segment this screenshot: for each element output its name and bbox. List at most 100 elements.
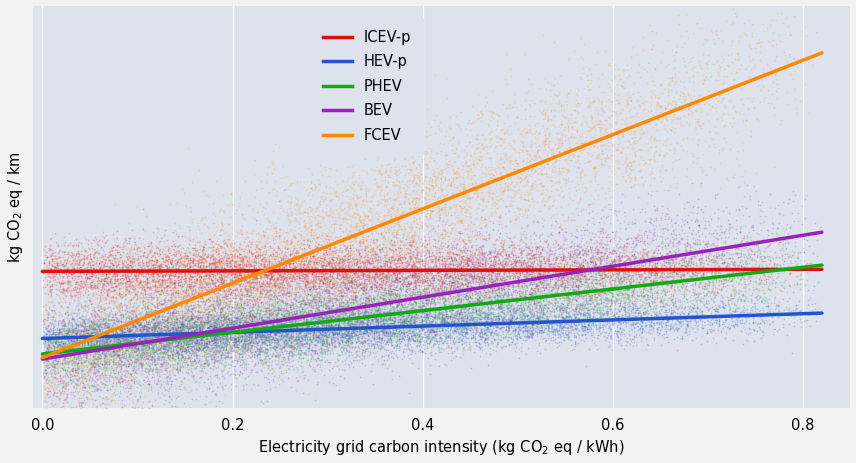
Point [193,343,206,350]
Point [395,303,408,311]
Point [41,394,55,401]
Point [187,299,200,306]
Point [63,289,77,297]
Point [423,328,437,336]
Point [486,313,500,321]
Point [150,251,163,258]
Point [428,319,442,326]
Point [457,252,471,259]
Point [165,329,179,336]
Point [152,313,165,320]
Point [243,309,257,316]
Point [346,319,360,326]
Point [188,332,202,339]
Point [400,177,413,185]
Point [776,320,789,328]
Point [38,369,51,376]
Point [431,186,445,194]
Point [363,271,377,279]
Point [257,326,270,333]
Point [223,323,236,331]
Point [174,357,187,364]
Point [110,360,123,368]
Point [185,311,199,318]
Point [271,322,285,330]
Point [444,322,458,329]
Point [575,275,589,282]
Point [158,342,171,350]
Point [238,300,252,307]
Point [163,312,177,319]
Point [217,264,231,271]
Point [311,332,324,340]
Point [729,316,743,323]
Point [541,322,555,330]
Point [267,279,281,287]
Point [452,264,466,271]
Point [238,337,252,344]
Point [68,296,81,304]
Point [235,275,249,282]
Point [361,270,375,278]
Point [80,332,93,339]
Point [209,328,223,336]
Point [586,118,600,125]
Point [230,304,244,312]
Point [101,293,115,300]
Point [75,353,89,361]
Point [42,384,56,392]
Point [557,314,571,321]
Point [479,324,493,331]
Point [163,319,177,326]
Point [348,281,361,288]
Point [459,304,473,312]
Point [264,267,277,274]
Point [590,324,603,332]
Point [197,269,211,276]
Point [391,220,405,227]
Point [609,243,623,250]
Point [199,359,213,366]
Point [637,309,651,317]
Point [400,240,413,247]
Point [142,356,156,363]
Point [169,250,183,257]
Point [648,271,662,279]
Point [784,313,798,320]
Point [93,294,107,301]
Point [482,294,496,301]
Point [492,304,506,312]
Point [51,335,64,343]
Point [223,345,237,352]
Point [158,276,172,283]
Point [468,291,482,298]
Point [507,305,520,312]
Point [490,282,504,290]
Point [169,273,183,280]
Point [71,359,85,366]
Point [459,192,473,200]
Point [454,219,467,227]
Point [40,345,54,352]
Point [204,322,217,330]
Point [443,319,456,327]
Point [571,311,585,318]
Point [619,101,633,108]
Point [138,336,152,344]
Point [110,262,123,269]
Point [415,321,429,328]
Point [671,318,685,325]
Point [512,252,526,259]
Point [518,233,532,241]
Point [404,279,418,287]
Point [520,282,533,289]
Point [282,255,296,262]
Point [420,319,434,327]
Point [167,306,181,313]
Point [330,265,343,272]
Point [92,347,106,355]
Point [286,310,300,318]
Point [422,329,436,336]
Point [120,285,134,293]
Point [218,336,232,344]
